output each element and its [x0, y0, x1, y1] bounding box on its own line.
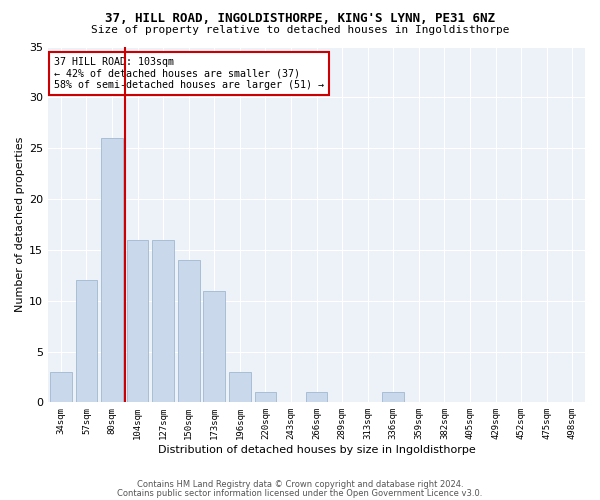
Text: Contains public sector information licensed under the Open Government Licence v3: Contains public sector information licen… — [118, 488, 482, 498]
Bar — [254, 392, 277, 402]
Bar — [127, 240, 148, 402]
Bar — [50, 372, 72, 402]
Y-axis label: Number of detached properties: Number of detached properties — [15, 136, 25, 312]
Bar — [76, 280, 97, 402]
Bar — [178, 260, 200, 402]
Text: Contains HM Land Registry data © Crown copyright and database right 2024.: Contains HM Land Registry data © Crown c… — [137, 480, 463, 489]
Bar — [203, 290, 225, 403]
Bar — [306, 392, 328, 402]
Text: Size of property relative to detached houses in Ingoldisthorpe: Size of property relative to detached ho… — [91, 25, 509, 35]
X-axis label: Distribution of detached houses by size in Ingoldisthorpe: Distribution of detached houses by size … — [158, 445, 475, 455]
Bar — [229, 372, 251, 402]
Text: 37 HILL ROAD: 103sqm
← 42% of detached houses are smaller (37)
58% of semi-detac: 37 HILL ROAD: 103sqm ← 42% of detached h… — [53, 57, 323, 90]
Bar — [152, 240, 174, 402]
Bar — [101, 138, 123, 402]
Text: 37, HILL ROAD, INGOLDISTHORPE, KING'S LYNN, PE31 6NZ: 37, HILL ROAD, INGOLDISTHORPE, KING'S LY… — [105, 12, 495, 26]
Bar — [382, 392, 404, 402]
